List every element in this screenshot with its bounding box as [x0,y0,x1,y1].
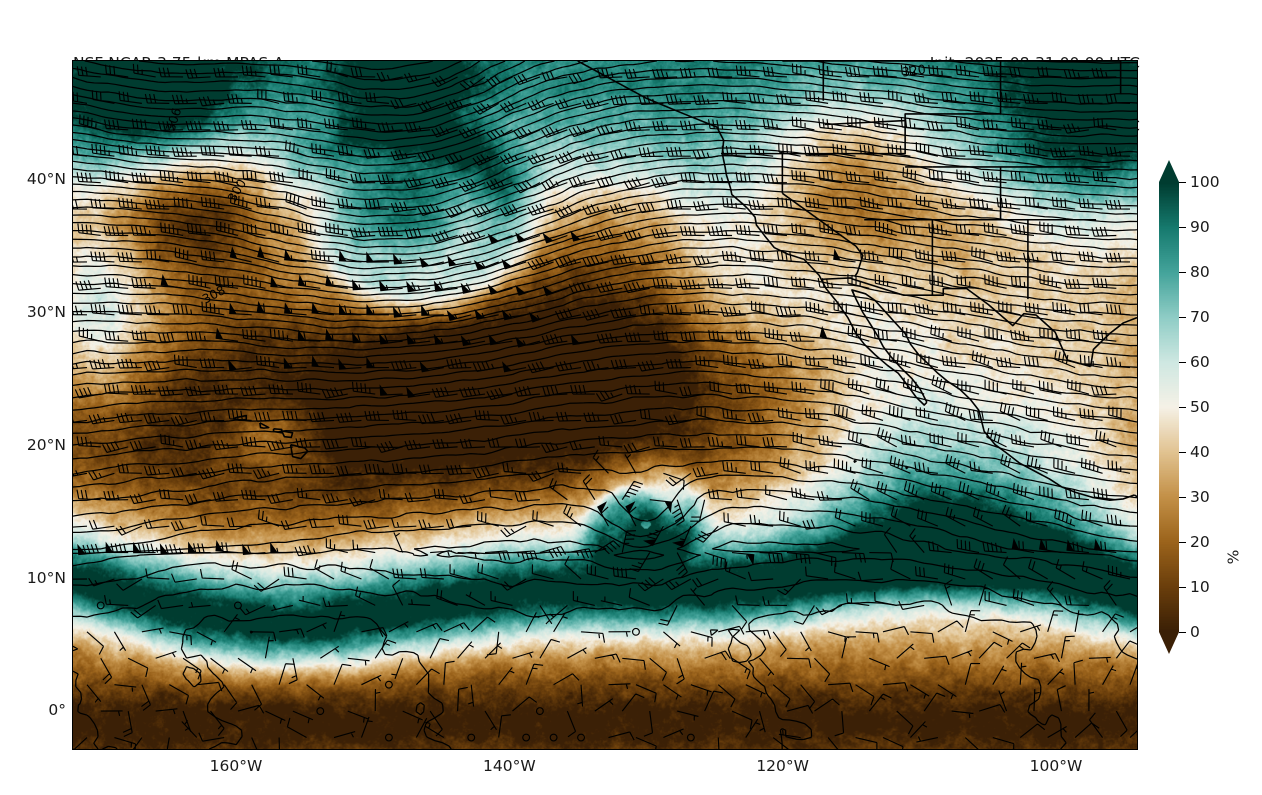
calm-wind-marker [631,627,640,636]
lat-tick-label: 10°N [26,568,66,587]
colorbar-tick-label: 10 [1190,578,1210,596]
coastline [853,245,864,278]
calm-wind-marker [467,733,476,742]
colorbar-tick-label: 80 [1190,263,1210,281]
colorbar-tick [1179,317,1186,319]
height-contour [84,61,480,91]
colorbar-extend-max-icon [1159,160,1179,182]
contour-label: 308 [200,282,228,306]
calm-wind-marker [522,733,531,742]
colorbar-tick [1179,632,1186,634]
colorbar-tick-label: 20 [1190,533,1210,551]
height-contour [73,61,1137,125]
colorbar-tick [1179,587,1186,589]
lat-tick-label: 40°N [26,170,66,189]
wind-barb-pennant [77,230,1117,566]
height-contour [73,292,1137,347]
height-contour [73,418,1137,485]
coastline [259,422,270,429]
colorbar-tick [1179,182,1186,184]
height-contour [139,61,462,81]
height-contour [73,311,1137,368]
colorbar-tick-label: 90 [1190,218,1210,236]
calm-wind-marker [535,707,544,716]
height-contour [73,61,1137,100]
calm-wind-marker [316,707,325,716]
height-contour [73,61,1137,133]
colorbar-tick [1179,272,1186,274]
lat-tick-label: 30°N [26,303,66,322]
colorbar: 0 10 20 30 40 50 60 70 80 90 100 % [1156,160,1262,670]
height-contour [73,578,1137,749]
coastline [905,465,909,470]
lat-tick-label: 0° [48,701,66,720]
colorbar-gradient [1159,182,1179,632]
height-contour [73,147,1137,225]
map-plot-area: 306 300 308 320 [72,60,1138,750]
calm-wind-marker [577,733,586,742]
calm-wind-marker [384,733,393,742]
colorbar-unit-label: % [1224,549,1243,565]
calm-wind-marker [686,733,695,742]
wind-barb [73,61,1137,749]
height-contour [312,61,433,71]
colorbar-tick [1179,542,1186,544]
height-contour [73,107,1137,183]
height-contour [73,212,1137,283]
lon-tick-label: 160°W [209,757,263,775]
coastline [853,459,857,463]
coastline [232,414,248,422]
coastline [781,192,857,247]
contour-label: 320 [901,61,927,79]
colorbar-tick [1179,497,1186,499]
height-contour [180,600,1067,749]
wind-barbs-layer [73,61,1137,749]
coastline [577,61,928,406]
humidity-shading-layer [73,61,1137,749]
height-contour [73,406,1137,471]
calm-wind-marker [96,601,105,610]
coastline [821,277,1091,368]
geopotential-height-contours [73,61,1137,749]
coastline [851,289,856,297]
coastline [1096,61,1122,95]
coastline [280,430,294,439]
lon-tick-label: 100°W [1029,757,1083,775]
height-contour [73,75,1137,150]
height-contour [73,489,1137,553]
height-contour [73,331,1137,389]
colorbar-tick-label: 60 [1190,353,1210,371]
coastline [824,119,906,126]
colorbar-tick [1179,452,1186,454]
height-contour [73,300,1137,357]
height-contour [73,92,1137,166]
colorbar-tick-label: 70 [1190,308,1210,326]
lon-tick-label: 120°W [756,757,809,775]
colorbar-tick [1179,227,1186,229]
colorbar-tick-label: 0 [1190,623,1200,641]
colorbar-tick-label: 100 [1190,173,1220,191]
height-contour [73,163,1137,242]
height-contour [73,273,1137,329]
lat-tick-label: 20°N [26,435,66,454]
calm-wind-marker [549,733,558,742]
lon-tick-label: 140°W [482,757,536,775]
colorbar-tick [1179,407,1186,409]
height-contour [73,229,1137,296]
colorbar-extend-min-icon [1159,632,1179,654]
contour-label: 306 [163,106,185,133]
coastline [1089,316,1137,367]
height-contour [73,203,1137,276]
colorbar-tick-label: 30 [1190,488,1210,506]
colorbar-tick-label: 50 [1190,398,1210,416]
calm-wind-marker [233,601,242,610]
colorbar-tick-label: 40 [1190,443,1210,461]
calm-wind-marker [384,680,393,689]
colorbar-tick [1179,362,1186,364]
height-contour [73,474,1137,542]
